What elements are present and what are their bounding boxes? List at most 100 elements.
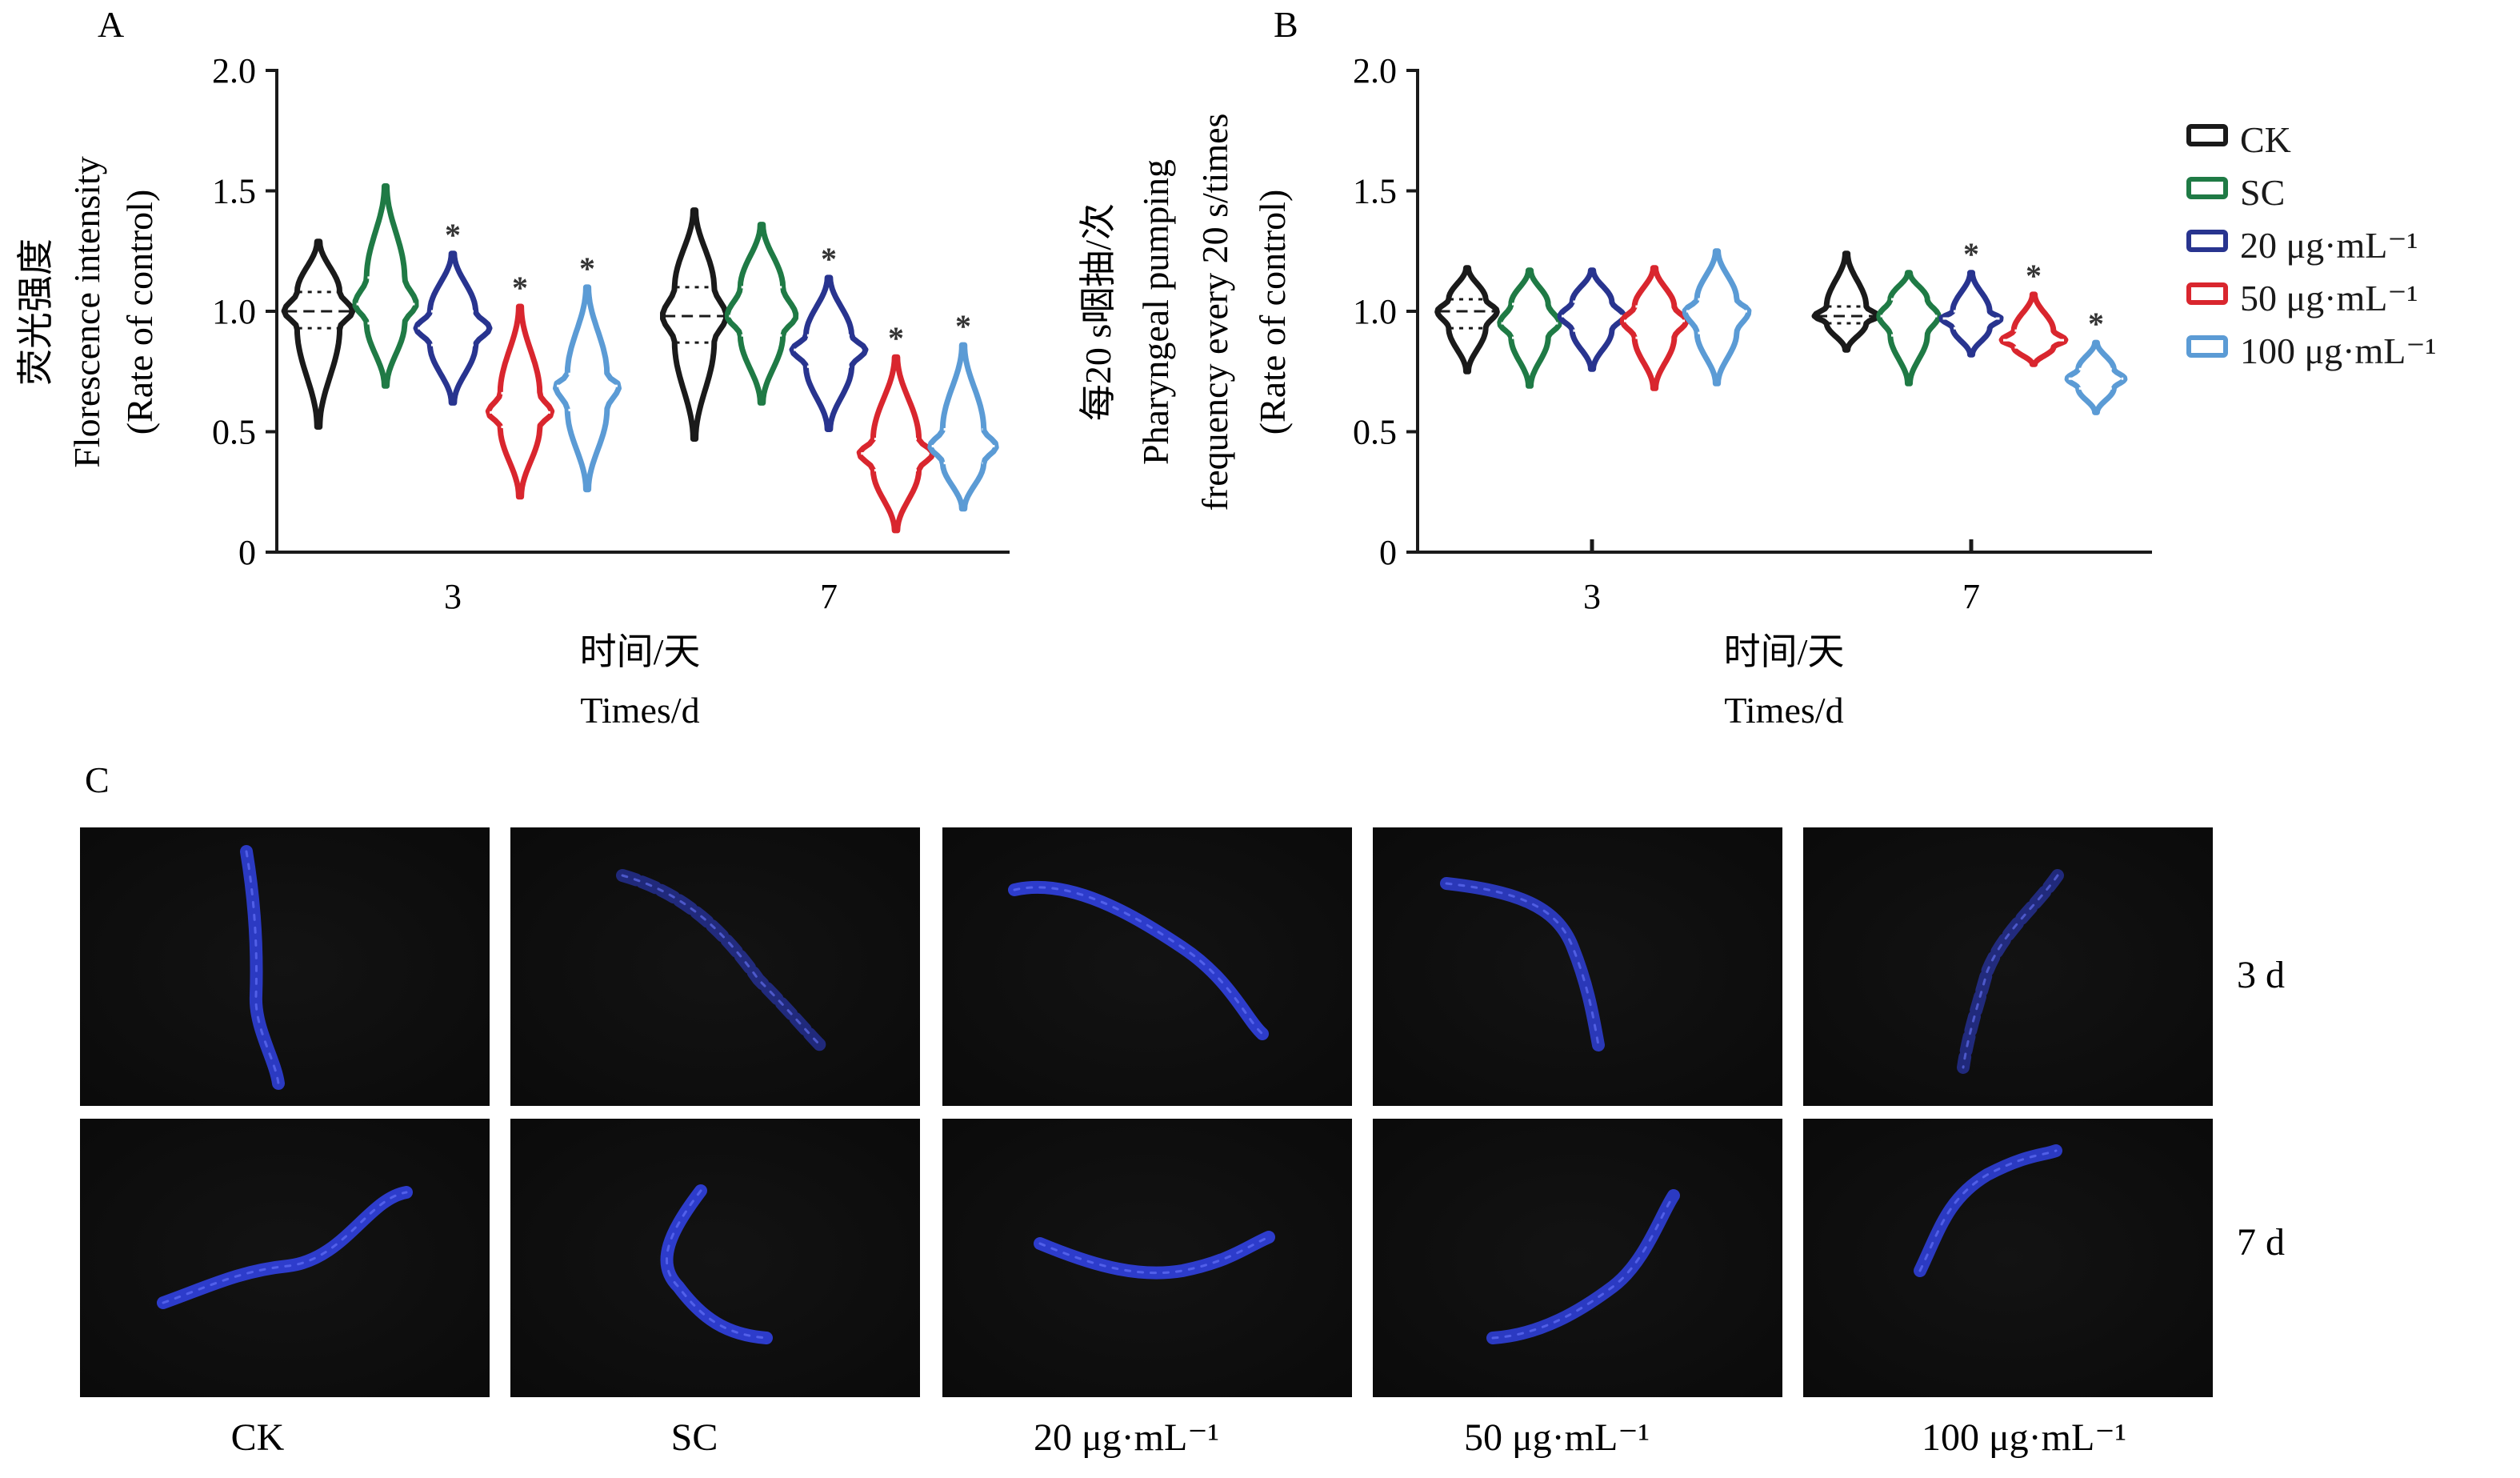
y-tick-label: 2.0 <box>212 51 256 90</box>
micrograph-column-label: 20 μg·mL⁻¹ <box>1034 1416 1219 1459</box>
x-tick-label: 7 <box>820 577 838 616</box>
nematode-highlight <box>162 1191 408 1304</box>
micrograph-column-label: SC <box>671 1416 718 1459</box>
y-tick-label: 1.5 <box>212 172 256 211</box>
panel-b: B 每20 s咽抽/次 Pharyngeal pumping frequency… <box>1078 4 2152 731</box>
legend-swatch <box>2186 282 2228 305</box>
x-tick-label: 3 <box>1583 577 1601 616</box>
violin-50-day3 <box>1619 265 1690 391</box>
panel-b-y-label: 每20 s咽抽/次 Pharyngeal pumping frequency e… <box>1078 114 1293 511</box>
panel-a: A 荧光强度 Florescence intensity (Rate of co… <box>15 4 1010 731</box>
significance-star: * <box>579 250 595 286</box>
y-tick-label: 0 <box>1379 533 1397 572</box>
micrograph-3d-col1 <box>80 827 490 1106</box>
legend-label: 20 μg·mL⁻¹ <box>2240 225 2418 266</box>
violin-100-day3 <box>553 284 622 493</box>
legend-swatch <box>2186 124 2228 146</box>
nematode-highlight <box>1038 1236 1270 1275</box>
micrograph-3d-col3 <box>942 827 1352 1106</box>
micrograph-grid: CK SC 20 μg·mL⁻¹ 50 μg·mL⁻¹ 100 μg·mL⁻¹ <box>80 827 2213 1459</box>
nematode-highlight <box>245 850 280 1085</box>
violin-ck-day7 <box>660 207 729 442</box>
panel-a-plot-area: * * * * * * <box>281 183 999 534</box>
violin-sc-day3 <box>352 183 419 389</box>
panel-b-y-label-en-1: Pharyngeal pumping <box>1135 159 1176 465</box>
micrograph-7d-col1 <box>80 1119 490 1397</box>
panel-b-x-label-cn: 时间/天 <box>1724 631 1845 672</box>
y-tick-label: 1.5 <box>1353 172 1397 211</box>
panel-b-plot-area: * * * <box>1434 236 2128 415</box>
significance-star: * <box>445 217 461 253</box>
nematode-highlight <box>1445 882 1600 1047</box>
violin-20-day7 <box>789 274 869 432</box>
significance-star: * <box>821 241 837 277</box>
y-tick-label: 2.0 <box>1353 51 1397 90</box>
significance-star: * <box>2088 306 2104 342</box>
violin-sc-day3 <box>1497 267 1562 389</box>
panel-a-y-label-en-2: (Rate of control) <box>119 190 160 435</box>
panel-a-axes: 0 0.5 1.0 1.5 2.0 3 7 <box>212 51 1010 616</box>
row-label-7d: 7 d <box>2237 1221 2285 1264</box>
violin-100-day7 <box>2064 339 2128 415</box>
y-tick-label: 1.0 <box>1353 292 1397 331</box>
violin-50-day3 <box>485 303 555 500</box>
violin-ck-day3 <box>281 238 356 430</box>
violin-100-day3 <box>1682 248 1752 387</box>
nematode-highlight <box>1918 1149 2058 1272</box>
panel-b-y-label-en-3: (Rate of control) <box>1252 190 1293 435</box>
panel-c: C CK SC 20 μg·mL⁻¹ 50 μg·mL⁻¹ 100 μg·mL⁻¹ 3 … <box>80 759 2285 1459</box>
y-tick-label: 0.5 <box>212 413 256 452</box>
legend-swatch <box>2186 177 2228 199</box>
micrograph-7d-col4 <box>1373 1119 1782 1397</box>
violin-20-day7 <box>1938 270 2004 358</box>
violin-20-day3 <box>413 250 493 406</box>
nematode-highlight <box>666 1189 768 1340</box>
nematode-highlight <box>1491 1194 1675 1340</box>
panel-c-letter: C <box>85 759 110 800</box>
significance-star: * <box>2026 258 2042 294</box>
violin-100-day7 <box>927 342 999 512</box>
panel-a-x-label-cn: 时间/天 <box>580 631 701 672</box>
legend-label: 100 μg·mL⁻¹ <box>2240 330 2436 371</box>
violin-20-day3 <box>1557 267 1627 372</box>
nematode-highlight <box>1962 874 2059 1069</box>
micrograph-column-label: 100 μg·mL⁻¹ <box>1922 1416 2126 1459</box>
legend-label: CK <box>2240 119 2291 160</box>
legend-label: 50 μg·mL⁻¹ <box>2240 278 2418 318</box>
nematode-fluorescence <box>616 869 829 1054</box>
micrograph-3d-col5 <box>1803 827 2213 1106</box>
x-tick-label: 3 <box>444 577 462 616</box>
legend-swatch <box>2186 335 2228 358</box>
y-tick-label: 0 <box>238 533 256 572</box>
micrograph-column-label: 50 μg·mL⁻¹ <box>1464 1416 1650 1459</box>
panel-b-x-label-en: Times/d <box>1724 690 1843 731</box>
panel-a-y-label: 荧光强度 Florescence intensity (Rate of cont… <box>15 156 160 468</box>
violin-ck-day3 <box>1434 265 1500 375</box>
violin-sc-day7 <box>1876 270 1942 387</box>
violin-ck-day7 <box>1811 250 1882 353</box>
panel-a-letter: A <box>98 4 124 45</box>
violin-50-day7 <box>1998 291 2069 367</box>
micrograph-column-label: CK <box>231 1416 285 1459</box>
x-tick-label: 7 <box>1962 577 1980 616</box>
significance-star: * <box>1963 236 1979 272</box>
nematode-highlight <box>1013 886 1264 1035</box>
micrograph-7d-col2 <box>510 1119 920 1397</box>
panel-a-y-label-cn: 荧光强度 <box>15 238 56 386</box>
y-tick-label: 0.5 <box>1353 413 1397 452</box>
panel-b-letter: B <box>1274 4 1298 45</box>
significance-star: * <box>888 320 904 356</box>
micrograph-3d-col2 <box>510 827 920 1106</box>
violin-50-day7 <box>856 354 936 534</box>
significance-star: * <box>955 308 971 344</box>
panel-b-y-label-cn: 每20 s咽抽/次 <box>1078 203 1118 421</box>
micrograph-7d-col3 <box>942 1119 1352 1397</box>
legend-label: SC <box>2240 172 2285 213</box>
legend: CK SC 20 μg·mL⁻¹ 50 μg·mL⁻¹ 100 μg·mL⁻¹ <box>2186 119 2436 371</box>
significance-star: * <box>512 270 528 306</box>
panel-a-x-label-en: Times/d <box>580 690 699 731</box>
row-label-3d: 3 d <box>2237 954 2285 996</box>
legend-swatch <box>2186 230 2228 252</box>
violin-sc-day7 <box>724 222 799 406</box>
